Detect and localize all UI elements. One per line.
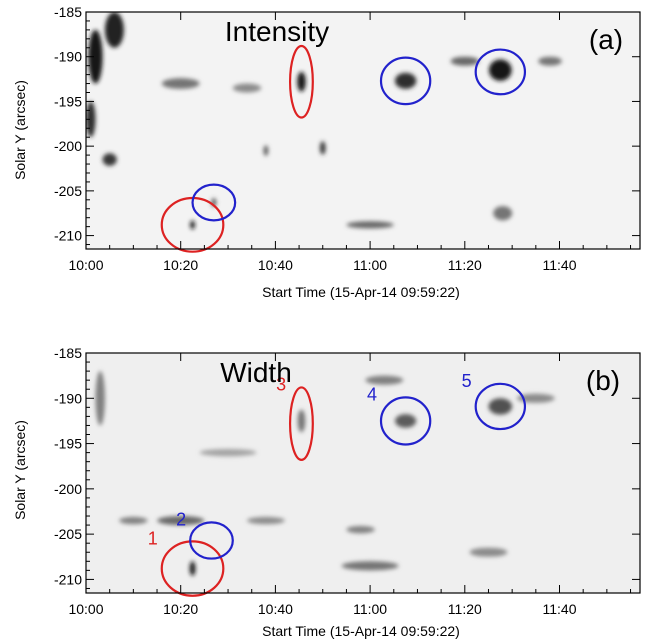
y-tick-label: -190	[54, 390, 82, 406]
plot-area-a	[86, 12, 640, 249]
heatmap-feature	[95, 371, 105, 426]
x-tick-label: 10:20	[163, 257, 198, 273]
marker-ellipse	[191, 183, 237, 222]
panel-b: 12 3 4 5 10:00 10:20 10:40 11:00 11:20 11:40 -18…	[12, 345, 641, 639]
heatmap-feature	[297, 71, 306, 92]
y-tick-label: -195	[54, 93, 82, 109]
y-ticks-a: -185 -190 -195 -200 -205 -210	[54, 4, 640, 246]
heatmap-feature	[88, 29, 103, 84]
heatmap-feature	[161, 78, 200, 89]
panel-title-a: Intensity	[225, 16, 329, 47]
marker-ellipse	[379, 396, 432, 446]
panel-title-b: Width	[220, 357, 292, 388]
heatmap-feature	[493, 206, 513, 221]
marker-ellipse	[474, 48, 527, 96]
x-axis-title-a: Start Time (15-Apr-14 09:59:22)	[262, 284, 460, 300]
y-tick-label: -200	[54, 481, 82, 497]
x-tick-label: 10:00	[68, 257, 103, 273]
marker-ellipse	[288, 386, 314, 461]
plot-area-b	[86, 353, 640, 593]
heatmap-feature	[469, 547, 508, 557]
y-tick-label: -205	[54, 526, 82, 542]
feature-number-label: 1	[148, 528, 158, 548]
x-ticks-a: 10:00 10:20 10:40 11:00 11:20 11:40	[68, 12, 632, 273]
panel-letter-b: (b)	[586, 365, 620, 396]
marker-ellipse	[379, 56, 432, 106]
heatmap-feature	[346, 221, 394, 229]
heatmap-features-a	[86, 12, 562, 230]
heatmap-feature	[488, 59, 512, 81]
y-axis-title-b: Solar Y (arcsec)	[12, 420, 28, 520]
x-tick-label: 11:40	[543, 601, 577, 617]
heatmap-feature	[104, 12, 124, 48]
heatmap-features-b	[95, 371, 555, 576]
y-tick-label: -210	[54, 571, 82, 587]
feature-number-label: 2	[176, 509, 186, 529]
x-axis-title-b: Start Time (15-Apr-14 09:59:22)	[262, 623, 460, 639]
marker-ellipse	[160, 540, 225, 597]
heatmap-feature	[319, 141, 326, 155]
y-tick-label: -200	[54, 138, 82, 154]
y-tick-label: -185	[54, 345, 82, 361]
y-tick-label: -190	[54, 49, 82, 65]
heatmap-feature	[450, 56, 480, 66]
heatmap-feature	[190, 220, 195, 230]
marker-ellipse	[474, 382, 527, 431]
x-tick-label: 11:40	[543, 257, 577, 273]
heatmap-feature	[232, 83, 262, 93]
y-tick-label: -205	[54, 183, 82, 199]
ellipses-a	[160, 44, 527, 253]
y-tick-label: -195	[54, 436, 82, 452]
x-tick-label: 10:00	[68, 601, 103, 617]
y-ticks-b: -185 -190 -195 -200 -205 -210	[54, 345, 640, 589]
heatmap-feature	[538, 56, 562, 66]
x-tick-label: 10:40	[258, 257, 293, 273]
feature-number-label: 5	[462, 371, 472, 391]
feature-number-label: 3	[276, 374, 286, 394]
x-tick-label: 10:20	[163, 601, 198, 617]
heatmap-feature	[297, 409, 306, 433]
panel-a: 10:00 10:20 10:40 11:00 11:20 11:40 -185-190-…	[12, 4, 641, 300]
ellipses-b: 12 3 4 5	[148, 371, 527, 597]
heatmap-feature	[346, 525, 375, 534]
heatmap-feature	[394, 72, 417, 89]
heatmap-feature	[365, 375, 404, 385]
heatmap-feature	[516, 393, 555, 403]
heatmap-feature	[263, 145, 269, 156]
marker-ellipse	[288, 44, 314, 119]
heatmap-feature	[488, 398, 513, 415]
y-axis-title-a: Solar Y (arcsec)	[12, 80, 28, 180]
heatmap-feature	[119, 516, 148, 525]
feature-number-label: 4	[367, 384, 377, 404]
heatmap-feature	[199, 449, 257, 457]
x-tick-label: 10:40	[258, 601, 293, 617]
heatmap-feature	[189, 561, 196, 576]
heatmap-feature	[157, 516, 205, 526]
plot-frame-a	[85, 11, 641, 250]
x-tick-label: 11:00	[353, 257, 387, 273]
x-tick-label: 11:20	[448, 601, 482, 617]
heatmap-feature	[102, 153, 117, 166]
y-tick-label: -185	[54, 4, 82, 20]
x-ticks-b: 10:00 10:20 10:40 11:00 11:20 11:40	[68, 353, 632, 617]
x-tick-label: 11:00	[353, 601, 387, 617]
panel-letter-a: (a)	[589, 24, 623, 55]
x-tick-label: 11:20	[448, 257, 482, 273]
plot-frame-b	[85, 352, 641, 594]
marker-ellipse	[189, 521, 234, 560]
heatmap-feature	[394, 414, 417, 428]
y-tick-label: -210	[54, 228, 82, 244]
heatmap-feature	[246, 516, 285, 525]
heatmap-feature	[341, 561, 399, 571]
